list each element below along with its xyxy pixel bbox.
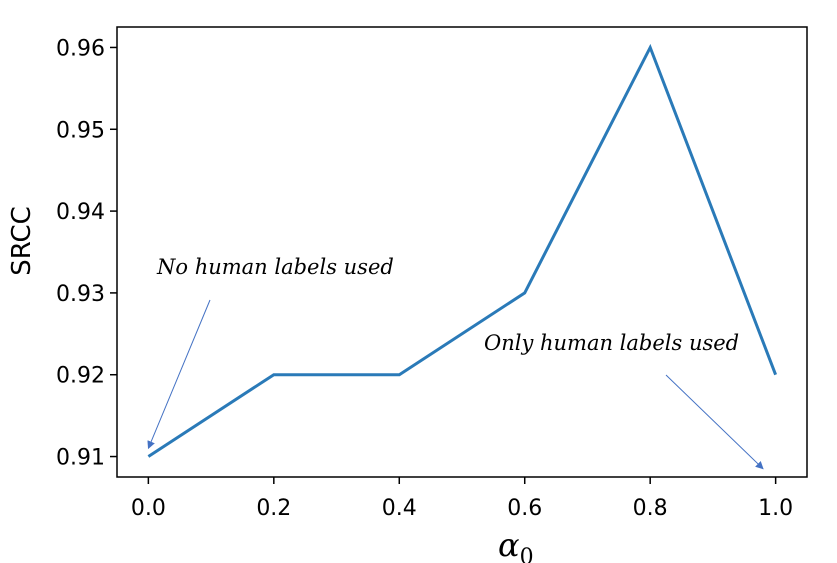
y-tick-label: 0.94 xyxy=(56,200,105,225)
x-tick-label: 0.0 xyxy=(131,496,166,521)
y-tick-label: 0.91 xyxy=(56,446,105,471)
annotation-arrow-only-human-labels xyxy=(665,374,764,470)
y-tick-label: 0.92 xyxy=(56,364,105,389)
x-tick-label: 1.0 xyxy=(758,496,793,521)
y-axis: 0.91 0.92 0.93 0.94 0.95 0.96 xyxy=(56,36,117,471)
x-tick-label: 0.2 xyxy=(256,496,291,521)
y-tick-label: 0.95 xyxy=(56,118,105,143)
annotation-arrow-no-human-labels xyxy=(147,299,211,450)
x-tick-label: 0.4 xyxy=(382,496,417,521)
plot-frame xyxy=(116,26,808,478)
x-tick-label: 0.8 xyxy=(633,496,668,521)
y-axis-label: SRCC xyxy=(7,206,37,276)
series-line xyxy=(147,43,778,458)
x-axis-label-subscript: 0 xyxy=(520,545,534,563)
y-tick-label: 0.93 xyxy=(56,282,105,307)
x-axis-label: α0 xyxy=(498,526,534,563)
x-axis: 0.0 0.2 0.4 0.6 0.8 1.0 xyxy=(131,477,793,521)
y-tick-label: 0.96 xyxy=(56,36,105,61)
x-axis-label-symbol: α xyxy=(498,526,520,563)
annotation-only-human-labels: Only human labels used xyxy=(484,331,739,355)
annotation-no-human-labels: No human labels used xyxy=(156,255,394,279)
x-tick-label: 0.6 xyxy=(507,496,542,521)
